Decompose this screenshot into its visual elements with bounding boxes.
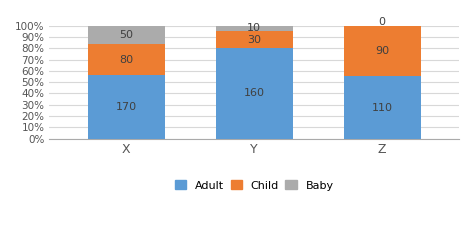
Bar [344, 77, 420, 139]
Bar [88, 75, 164, 139]
Bar [216, 26, 292, 31]
Bar [216, 48, 292, 139]
Text: 160: 160 [244, 88, 264, 98]
Text: 90: 90 [375, 46, 389, 56]
Text: 50: 50 [119, 30, 133, 40]
Bar [88, 26, 164, 44]
Text: 10: 10 [247, 23, 261, 34]
Legend: Adult, Child, Baby: Adult, Child, Baby [170, 176, 338, 195]
Text: 110: 110 [372, 103, 392, 113]
Text: 30: 30 [247, 35, 261, 45]
Bar [216, 31, 292, 48]
Text: 0: 0 [379, 17, 386, 27]
Bar [344, 26, 420, 77]
Text: 80: 80 [119, 54, 133, 64]
Text: 170: 170 [116, 102, 137, 112]
Bar [88, 44, 164, 75]
